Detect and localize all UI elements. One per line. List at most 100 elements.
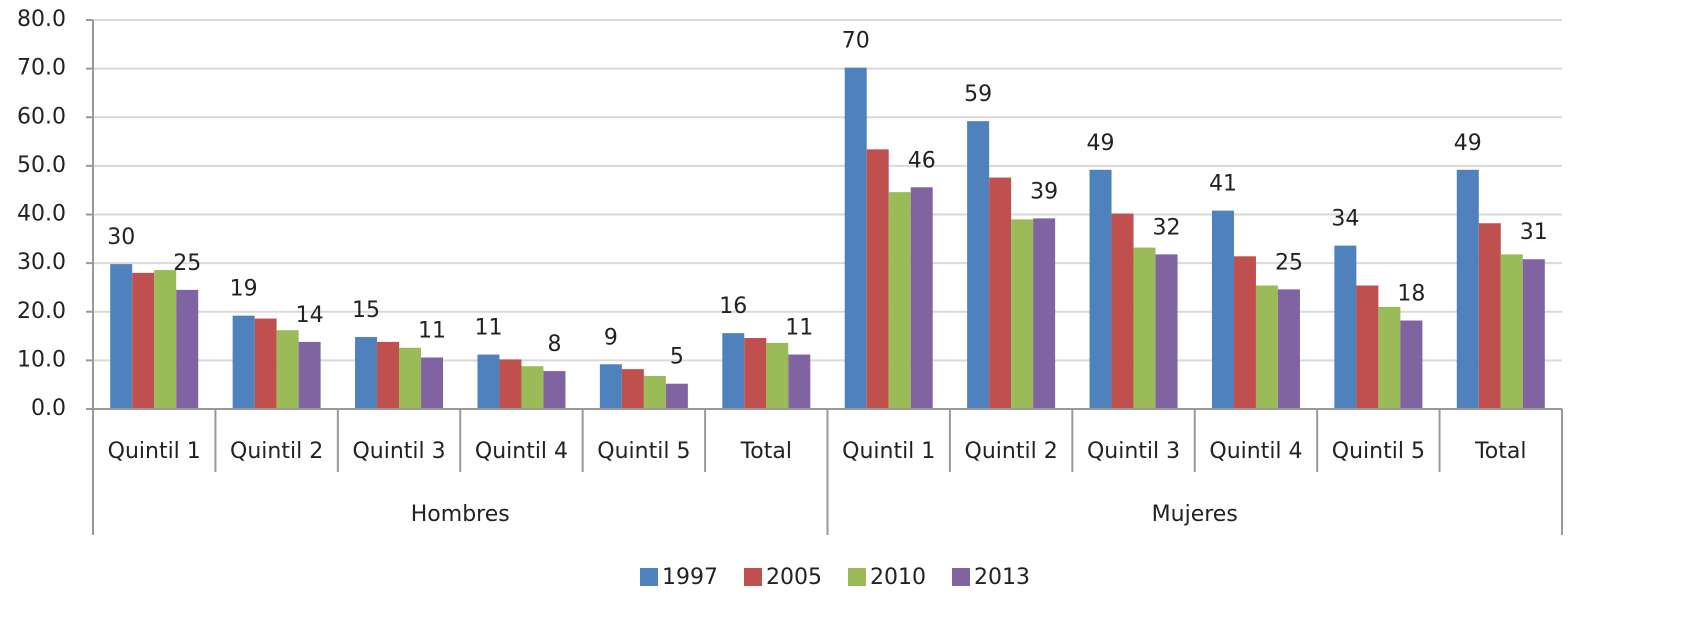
bar (1011, 219, 1034, 409)
y-tick-label: 70.0 (17, 56, 66, 81)
legend-label: 2005 (766, 565, 822, 590)
bar (722, 333, 745, 409)
bar (176, 289, 199, 409)
bar (1356, 285, 1379, 409)
bar (399, 347, 422, 409)
bar (298, 341, 321, 409)
x-tick-label: Quintil 1 (842, 439, 935, 464)
bar (844, 67, 867, 409)
bar (154, 269, 177, 409)
data-label: 49 (1087, 131, 1115, 156)
data-label: 11 (785, 316, 813, 341)
bar (744, 338, 767, 409)
x-tick-label: Quintil 3 (352, 439, 445, 464)
bar (1233, 256, 1256, 409)
legend-swatch (640, 568, 658, 586)
bar (1478, 223, 1501, 409)
data-label: 41 (1209, 172, 1237, 197)
bar (254, 318, 277, 409)
bar (866, 149, 889, 409)
bar (355, 337, 378, 409)
bar (1500, 254, 1523, 409)
data-label: 15 (352, 298, 380, 323)
data-label: 5 (670, 345, 684, 370)
data-label: 18 (1397, 282, 1425, 307)
x-tick-label: Total (740, 439, 792, 464)
bar (1155, 254, 1178, 409)
data-label: 32 (1153, 215, 1181, 240)
bar (276, 330, 299, 409)
x-tick-label: Quintil 4 (1209, 439, 1302, 464)
data-label: 49 (1454, 131, 1482, 156)
legend-label: 2013 (974, 565, 1030, 590)
data-label: 16 (719, 294, 747, 319)
legend-swatch (744, 568, 762, 586)
legend-swatch (952, 568, 970, 586)
data-label: 11 (474, 316, 502, 341)
bar (766, 342, 789, 409)
data-label: 25 (173, 251, 201, 276)
bar (110, 264, 133, 409)
y-tick-label: 80.0 (17, 7, 66, 32)
bar (1211, 210, 1234, 409)
group-label: Hombres (411, 502, 510, 527)
data-label: 11 (418, 318, 446, 343)
data-label: 19 (230, 277, 258, 302)
bar (421, 357, 444, 409)
bar (1133, 247, 1156, 409)
bar (377, 341, 400, 409)
data-label: 34 (1331, 207, 1359, 232)
y-tick-label: 60.0 (17, 104, 66, 129)
y-tick-label: 10.0 (17, 347, 66, 372)
data-label: 46 (908, 148, 936, 173)
x-tick-label: Total (1474, 439, 1526, 464)
bar (643, 375, 666, 409)
bar (521, 366, 544, 409)
bar (1522, 259, 1545, 409)
bar (1456, 169, 1479, 409)
y-tick-label: 40.0 (17, 202, 66, 227)
bar (1033, 218, 1056, 409)
legend-label: 1997 (662, 565, 718, 590)
legend-label: 2010 (870, 565, 926, 590)
bar (1400, 320, 1423, 409)
bar (599, 364, 622, 409)
x-tick-label: Quintil 4 (475, 439, 568, 464)
y-tick-label: 30.0 (17, 250, 66, 275)
bar (232, 315, 255, 409)
bar (910, 187, 933, 409)
bar (1255, 285, 1278, 409)
legend-swatch (848, 568, 866, 586)
data-label: 25 (1275, 250, 1303, 275)
bar (1334, 245, 1357, 409)
data-label: 30 (107, 225, 135, 250)
bar (132, 272, 155, 409)
bar (1111, 213, 1134, 409)
bar (1089, 169, 1112, 409)
x-tick-label: Quintil 3 (1087, 439, 1180, 464)
y-tick-label: 20.0 (17, 299, 66, 324)
x-tick-label: Quintil 5 (597, 439, 690, 464)
bar (888, 192, 911, 409)
data-label: 8 (547, 332, 561, 357)
group-label: Mujeres (1152, 502, 1238, 527)
data-label: 9 (604, 325, 618, 350)
x-tick-label: Quintil 1 (108, 439, 201, 464)
y-tick-label: 0.0 (31, 396, 66, 421)
x-tick-label: Quintil 2 (230, 439, 323, 464)
bar (499, 359, 522, 409)
data-label: 14 (296, 303, 324, 328)
data-label: 39 (1030, 179, 1058, 204)
x-tick-label: Quintil 5 (1332, 439, 1425, 464)
bar (543, 371, 566, 409)
bar (1378, 306, 1401, 409)
bar (1277, 289, 1300, 409)
bar (788, 354, 811, 409)
bar (621, 369, 644, 409)
bar (989, 177, 1012, 409)
data-label: 59 (964, 82, 992, 107)
data-label: 70 (842, 29, 870, 54)
data-label: 31 (1520, 220, 1548, 245)
